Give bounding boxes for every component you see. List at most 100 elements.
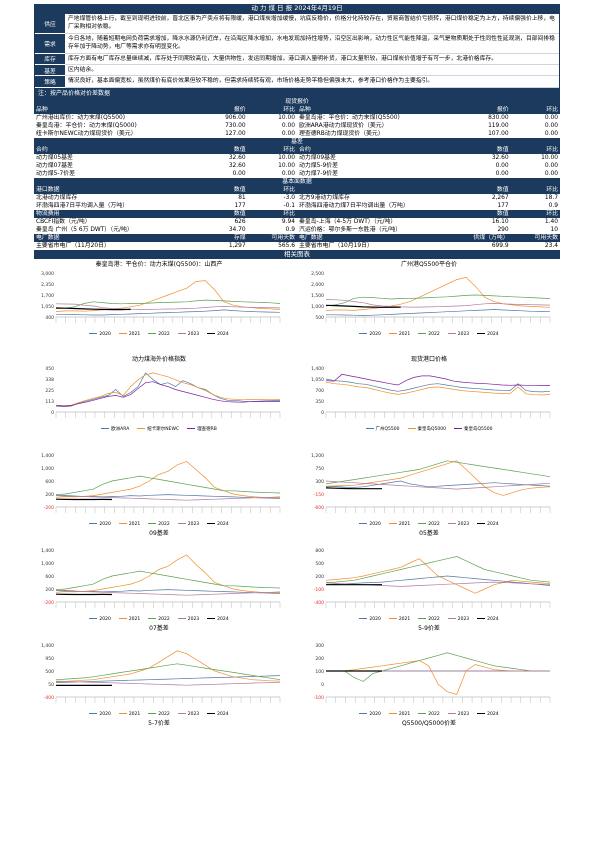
legend-item: 2020 xyxy=(359,331,381,338)
y-tick-label: 600 xyxy=(45,574,54,580)
series-line-2023 xyxy=(55,303,281,310)
legend-item: 秦皇岛Q5500 xyxy=(454,426,493,433)
legend-swatch xyxy=(177,522,186,525)
table-cell: 81 xyxy=(238,194,246,201)
y-tick-label: 700 xyxy=(315,388,324,394)
table-cell: 动力煤05基差 xyxy=(36,154,73,161)
y-tick-label: 1,050 xyxy=(311,377,324,383)
series-line-2021 xyxy=(55,554,281,594)
chart-10: -100 0 100 200 300 2020 2021 2022 2023 2024 Q5500/… xyxy=(304,641,554,729)
chart-legend: 2020 2021 2022 2023 2024 xyxy=(304,331,554,338)
table-cell: 理查德RB动力煤现货价（美元） xyxy=(299,130,384,137)
table-cell: 动力煤09基差 xyxy=(299,154,336,161)
column-header: 品种 xyxy=(34,105,199,114)
legend-swatch xyxy=(359,522,368,525)
legend-swatch xyxy=(454,427,462,430)
column-header: 环比 xyxy=(247,209,297,218)
chart-plot: -400 50 500 950 1,400 xyxy=(41,643,281,703)
chart-plot: -400 -100 200 500 800 xyxy=(314,548,551,608)
table-cell: 0.00 xyxy=(544,130,558,137)
chart-3: 动力煤海外价格指数 0 113 225 338 450 欧洲ARA 纽卡斯尔NEWC 理查德RB xyxy=(34,356,284,444)
legend-swatch xyxy=(365,427,374,430)
y-tick-label: -200 xyxy=(44,600,54,606)
legend-swatch xyxy=(407,427,416,430)
chart-7: -200 200 600 1,000 1,400 2020 2021 2022 2023 2024… xyxy=(34,546,284,634)
y-tick-label: 0 xyxy=(321,410,324,416)
y-tick-label: -400 xyxy=(44,695,54,701)
legend-item: 2022 xyxy=(418,711,440,718)
table-cell: 9.94 xyxy=(281,218,295,225)
y-tick-label: 1,050 xyxy=(41,304,54,310)
series-line-2024 xyxy=(325,304,401,308)
table-cell: CBCFI指数（元/吨） xyxy=(36,218,91,225)
column-header: 合约 xyxy=(297,145,462,154)
table-cell: 10.00 xyxy=(278,162,295,169)
legend-item: 秦皇岛Q5000 xyxy=(407,426,446,433)
chart-legend: 欧洲ARA 纽卡斯尔NEWC 理查德RB xyxy=(34,426,284,433)
chart-legend: 2020 2021 2022 2023 2024 xyxy=(304,711,554,718)
series-line-2023 xyxy=(55,590,281,596)
table-cell: 0.00 xyxy=(281,170,295,177)
table-cell: 动力煤5-9价差 xyxy=(299,162,339,169)
column-header: 环比 xyxy=(510,145,560,154)
column-header: 环比 xyxy=(510,209,560,218)
table-cell: 秦皇岛-上海（4-5万 DWT）（元/吨） xyxy=(299,218,397,225)
table-cell: 18.7 xyxy=(544,194,558,201)
y-tick-label: 338 xyxy=(45,377,54,383)
legend-item: 2021 xyxy=(388,616,410,623)
series-line-2022 xyxy=(55,663,281,680)
table-cell: 1,297 xyxy=(228,242,246,249)
legend-swatch xyxy=(101,427,110,430)
legend-item: 2023 xyxy=(177,711,199,718)
series-line-2021 xyxy=(325,276,551,311)
table-cell: 北方9港动力煤库存 xyxy=(299,194,350,201)
column-header: 环比 xyxy=(247,105,297,114)
legend-swatch xyxy=(89,712,98,715)
legend-item: 2024 xyxy=(207,711,229,718)
chart-legend: 2020 2021 2022 2023 2024 xyxy=(34,711,284,718)
y-tick-label: -100 xyxy=(314,587,324,593)
table-cell: 0.00 xyxy=(281,122,295,129)
chart-caption: 05基差 xyxy=(419,529,439,537)
y-tick-label: 0 xyxy=(321,682,324,688)
chart-legend: 2020 2021 2022 2023 2024 xyxy=(34,616,284,623)
table-cell: 主要省市电厂（11月20日） xyxy=(36,242,110,249)
legend-swatch xyxy=(177,617,186,620)
y-tick-label: -600 xyxy=(314,505,324,511)
column-header: 环比 xyxy=(247,145,297,154)
chart-5: -200 200 600 1,000 1,400 2020 2021 2022 2023 2024… xyxy=(34,451,284,539)
chart-title: 广州港Q5500平仓价 xyxy=(401,260,457,268)
chart-4: 现货港口价格 0 350 700 1,050 1,400 广州Q5500 秦皇岛Q5000 秦皇… xyxy=(304,356,554,444)
report-title: 动 力 煤 日 报 2024年4月19日 xyxy=(34,4,560,13)
chart-legend: 广州Q5500 秦皇岛Q5000 秦皇岛Q5500 xyxy=(304,426,554,433)
table-cell: 秦皇岛 广州（5 6万 DWT）（元/吨） xyxy=(36,226,133,233)
legend-swatch xyxy=(148,617,157,620)
chart-caption: Q5500/Q5000价差 xyxy=(401,719,456,727)
table-header-row: 合约 数值 环比 合约 数值 环比 xyxy=(34,145,560,154)
column-header: 供煤（万吨） xyxy=(461,233,511,242)
legend-item: 2024 xyxy=(477,331,499,338)
legend-item: 2022 xyxy=(418,331,440,338)
legend-item: 2021 xyxy=(388,331,410,338)
legend-item: 2021 xyxy=(118,711,140,718)
column-header: 电厂数据 xyxy=(297,233,462,242)
legend-item: 2021 xyxy=(388,521,410,528)
legend-swatch xyxy=(118,617,127,620)
column-header: 报价 xyxy=(198,105,248,114)
table-note: 注：按产品价格对价差数据 xyxy=(34,88,560,98)
y-tick-label: -100 xyxy=(314,695,324,701)
y-tick-label: 3,000 xyxy=(41,271,54,277)
legend-swatch xyxy=(418,712,427,715)
table-cell: 32.60 xyxy=(228,154,246,161)
chart-2: 广州港Q5500平仓价 500 1,000 1,500 2,000 2,500 2020 20… xyxy=(304,261,554,349)
column-header xyxy=(297,209,462,218)
legend-swatch xyxy=(359,617,368,620)
table-row: 动力煤05基差 32.60 10.00 动力煤09基差 32.60 10.00 xyxy=(34,154,560,162)
chart-legend: 2020 2021 2022 2023 2024 xyxy=(304,521,554,528)
chart-legend: 2020 2021 2022 2023 2024 xyxy=(34,521,284,528)
legend-item: 2020 xyxy=(359,521,381,528)
legend-swatch xyxy=(137,427,146,430)
y-tick-label: 0 xyxy=(51,410,54,416)
table-cell: 10.00 xyxy=(278,114,295,121)
y-tick-label: 450 xyxy=(45,366,54,372)
